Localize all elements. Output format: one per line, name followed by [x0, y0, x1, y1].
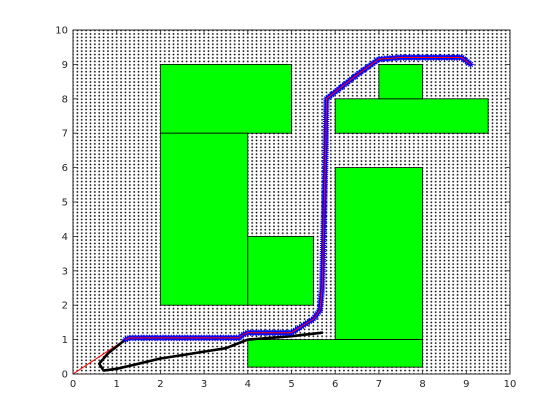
obstacle-3: [248, 236, 314, 305]
obstacle-2: [160, 133, 247, 305]
y-tick-label: 9: [62, 60, 68, 71]
obstacle-4: [335, 168, 422, 340]
x-tick-label: 10: [504, 379, 517, 390]
y-tick-label: 8: [62, 94, 68, 105]
x-tick-label: 6: [332, 379, 338, 390]
x-tick-label: 4: [245, 379, 251, 390]
x-tick-label: 8: [419, 379, 425, 390]
y-tick-label: 2: [62, 301, 68, 312]
y-tick-label: 7: [62, 129, 68, 140]
obstacle-7: [379, 64, 423, 98]
obstacle-1: [160, 64, 291, 133]
y-tick-label: 3: [62, 266, 68, 277]
x-tick-label: 5: [288, 379, 294, 390]
y-tick-label: 6: [62, 163, 68, 174]
y-tick-label: 4: [62, 232, 68, 243]
x-tick-label: 1: [114, 379, 120, 390]
x-tick-label: 0: [70, 379, 76, 390]
x-tick-label: 7: [376, 379, 382, 390]
obstacle-5: [248, 340, 423, 368]
y-tick-label: 0: [62, 370, 68, 381]
obstacle-6: [335, 99, 488, 133]
y-tick-label: 5: [62, 198, 68, 209]
x-tick-label: 2: [157, 379, 163, 390]
y-tick-label: 1: [62, 335, 68, 346]
x-tick-label: 9: [463, 379, 469, 390]
y-tick-label: 10: [55, 26, 68, 37]
x-tick-label: 3: [201, 379, 207, 390]
